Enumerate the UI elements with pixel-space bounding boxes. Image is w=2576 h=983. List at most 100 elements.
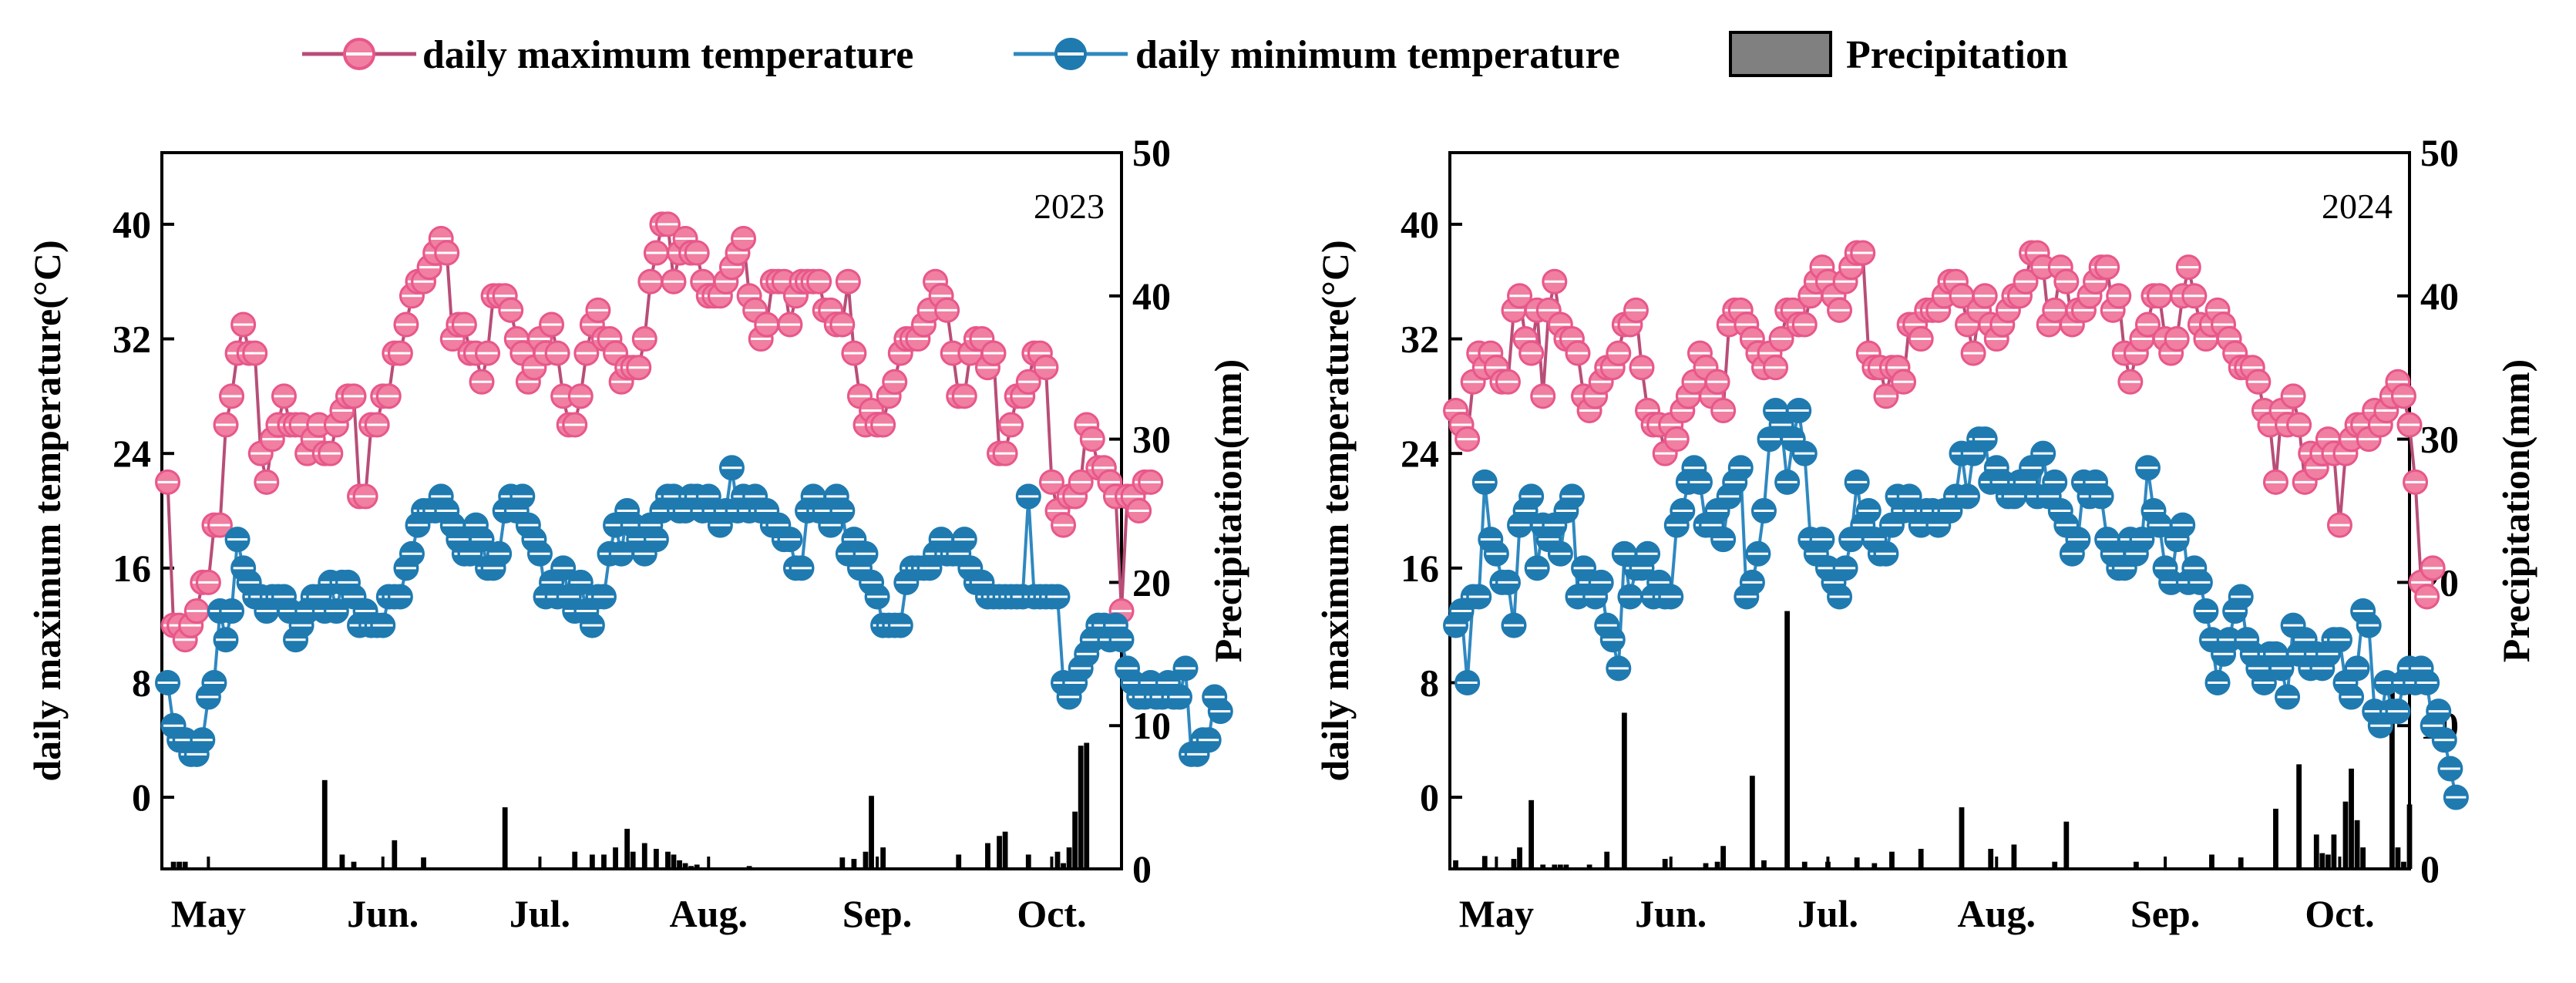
y-tick-label: 16 <box>113 547 151 590</box>
precip-bar <box>1854 857 1860 869</box>
x-tick-label: Oct. <box>2305 892 2374 935</box>
min-temperature-point <box>1687 469 1713 495</box>
x-tick-label: Jul. <box>509 892 570 935</box>
x-tick-label: Aug. <box>1958 892 2036 935</box>
max-temperature-point <box>2262 469 2288 495</box>
precip-bar <box>182 861 188 869</box>
min-temperature-point <box>2030 440 2056 466</box>
min-temperature-point <box>213 627 239 653</box>
min-temperature-point <box>1518 483 1545 510</box>
max-temperature-point <box>318 440 344 466</box>
min-temperature-point <box>1547 540 1573 567</box>
max-temperature-point <box>1126 498 1152 523</box>
min-temperature-point <box>1466 584 1492 610</box>
max-temperature-point <box>643 240 669 266</box>
min-temperature-point <box>323 598 349 624</box>
max-temperature-point <box>498 297 524 323</box>
precip-bar <box>2349 768 2354 869</box>
min-temperature-point <box>509 483 536 510</box>
y-tick-label: 40 <box>113 203 151 246</box>
precip-bar <box>1703 863 1709 869</box>
precip-bar <box>746 866 752 869</box>
precip-bar <box>851 858 857 869</box>
precip-bar <box>694 864 700 869</box>
max-temperature-point <box>2414 584 2440 610</box>
precip-bar <box>1481 856 1488 869</box>
min-temperature-point <box>1015 483 1041 510</box>
max-temperature-point <box>434 240 460 266</box>
max-temperature-point <box>2164 326 2190 352</box>
max-temperature-point <box>1530 383 1556 409</box>
y2-tick-label: 10 <box>1132 704 1171 747</box>
min-temperature-point <box>1617 584 1643 610</box>
min-temperature-point <box>2275 684 2301 710</box>
x-tick-label: Jul. <box>1797 892 1858 935</box>
precip-bar <box>1552 864 1558 869</box>
precip-bar <box>1604 851 1610 869</box>
min-temperature-point <box>1207 699 1233 725</box>
y-tick-label: 24 <box>1401 432 1439 475</box>
max-temperature-point <box>585 297 611 323</box>
max-temperature-point <box>1623 297 1649 323</box>
min-temperature-point <box>1745 540 1771 567</box>
min-temperature-point <box>1559 483 1585 510</box>
min-temperature-point <box>2414 669 2440 695</box>
max-temperature-point <box>998 412 1024 438</box>
min-temperature-point <box>469 527 495 553</box>
y2-tick-label: 50 <box>1132 131 1171 174</box>
precip-bar <box>869 796 874 869</box>
min-temperature-point <box>643 527 669 553</box>
max-temperature-point <box>1768 326 1794 352</box>
min-temperature-point <box>1524 555 1550 581</box>
precip-bar <box>682 863 688 869</box>
precip-bar <box>1084 742 1090 869</box>
max-temperature-point <box>934 297 960 323</box>
legend-precip-swatch <box>1729 31 1832 77</box>
precip-bar <box>1918 848 1924 869</box>
min-temperature-point <box>2170 512 2196 538</box>
max-temperature-point <box>567 383 594 409</box>
min-temperature-point <box>829 498 856 523</box>
min-temperature-point <box>1832 555 1858 581</box>
min-temperature-point <box>2443 784 2469 810</box>
precip-bar <box>421 857 426 869</box>
precip-bar <box>2342 801 2349 869</box>
y-tick-label: 32 <box>113 318 151 361</box>
max-temperature-point <box>1518 340 1545 366</box>
precip-bar <box>665 851 671 869</box>
min-temperature-point <box>526 540 553 567</box>
min-temperature-point <box>2431 727 2457 753</box>
max-temperature-point <box>1068 469 1094 495</box>
max-temperature-point <box>183 598 210 624</box>
min-temperature-point <box>1750 498 1777 523</box>
precip-bar <box>1714 861 1720 869</box>
max-temperature-point <box>2094 254 2120 281</box>
max-temperature-point <box>2053 268 2080 295</box>
min-temperature-point <box>2228 584 2254 610</box>
min-temperature-point <box>1196 727 1222 753</box>
max-temperature-point <box>562 412 588 438</box>
min-temperature-point <box>2187 569 2213 595</box>
precip-bar <box>630 851 636 869</box>
precip-bar <box>1563 864 1569 869</box>
min-temperature-point <box>1827 584 1853 610</box>
y2-tick-label: 20 <box>1132 561 1171 604</box>
plot-frame <box>1448 151 2411 870</box>
min-temperature-point <box>1658 584 1684 610</box>
y2-tick-label: 40 <box>1132 274 1171 318</box>
max-temperature-point <box>1972 283 1998 309</box>
min-temperature-point <box>2129 527 2155 553</box>
min-temperature-point <box>1786 397 1812 423</box>
precip-bar <box>177 861 183 869</box>
max-temperature-point <box>882 369 908 395</box>
y-tick-label: 32 <box>1401 318 1439 361</box>
max-temperature-point <box>2181 283 2208 309</box>
max-temperature-point <box>626 355 652 381</box>
max-temperature-point <box>544 340 570 366</box>
max-temperature-point <box>539 311 565 338</box>
precip-bar <box>613 847 618 869</box>
y-axis-title: daily maximum temperature(°C) <box>25 240 69 781</box>
max-temperature-point <box>2134 311 2161 338</box>
min-temperature-point <box>550 555 577 581</box>
max-temperature-point <box>213 412 239 438</box>
